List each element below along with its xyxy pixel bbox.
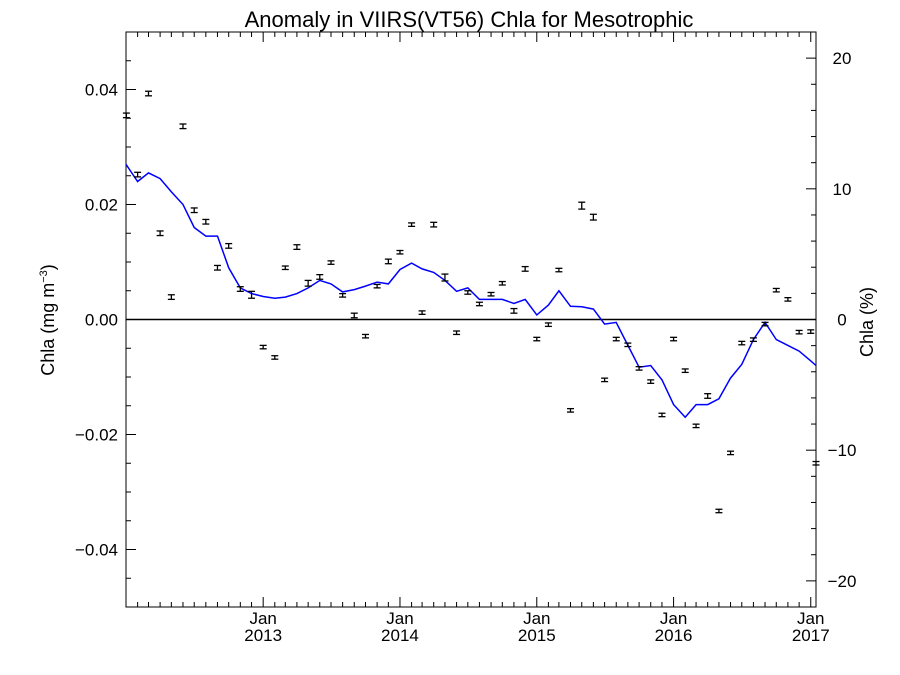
- y-tick-label-left: 0.04: [85, 81, 118, 100]
- y-axis-label-right: Chla (%): [857, 287, 877, 357]
- data-point: [293, 244, 301, 251]
- data-point: [715, 508, 723, 514]
- y-tick-label-left: −0.02: [75, 426, 118, 445]
- y-tick-label-right: 20: [833, 49, 852, 68]
- data-point: [704, 393, 712, 399]
- data-point: [578, 201, 586, 210]
- anomaly-series-line: [125, 163, 817, 419]
- data-point: [122, 112, 130, 119]
- data-point: [727, 450, 735, 456]
- data-point: [612, 336, 620, 342]
- data-point: [555, 267, 563, 273]
- y-label-left-suffix: ): [38, 264, 58, 270]
- data-point: [327, 260, 335, 265]
- x-tick-label-month: Jan: [386, 609, 413, 628]
- data-point: [681, 368, 689, 374]
- data-point: [144, 90, 152, 97]
- data-point: [167, 294, 175, 301]
- data-point: [761, 321, 769, 327]
- data-point: [807, 329, 815, 334]
- data-point: [430, 221, 438, 228]
- data-point: [396, 249, 404, 255]
- data-point: [202, 218, 210, 225]
- data-point: [692, 423, 700, 429]
- data-point: [271, 355, 279, 360]
- data-point: [738, 340, 746, 346]
- data-point: [544, 322, 552, 328]
- data-point: [384, 258, 392, 265]
- data-point: [134, 171, 142, 178]
- data-point: [418, 310, 426, 315]
- y-axis-label-left: Chla (mg m−3): [38, 264, 58, 376]
- data-point: [658, 412, 666, 418]
- x-tick-label-month: Jan: [249, 609, 276, 628]
- y-tick-label-right: −10: [828, 441, 857, 460]
- data-point: [213, 264, 221, 271]
- y-label-left-superscript: −3: [38, 270, 50, 283]
- data-point: [567, 407, 575, 413]
- data-point: [281, 265, 289, 271]
- data-point: [749, 337, 757, 343]
- data-point: [316, 273, 324, 280]
- x-tick-label-year: 2015: [518, 626, 556, 645]
- data-point: [795, 329, 803, 335]
- data-point: [361, 333, 369, 339]
- data-point: [670, 336, 678, 342]
- data-point: [624, 342, 632, 348]
- y-label-left-text: Chla (mg m: [38, 283, 58, 376]
- data-point: [156, 230, 164, 237]
- data-point: [498, 280, 506, 286]
- data-point: [350, 312, 358, 319]
- x-tick-label-year: 2014: [381, 626, 419, 645]
- data-point: [259, 344, 267, 350]
- y-ticks-left: 0.04 0.02 0.00 −0.02 −0.04: [75, 31, 136, 608]
- anomaly-points: [122, 90, 820, 514]
- x-tick-label-month: Jan: [797, 609, 824, 628]
- data-point: [601, 377, 609, 383]
- data-point: [772, 287, 780, 293]
- data-point: [784, 296, 792, 302]
- data-point: [408, 222, 416, 228]
- y-tick-label-right: 0: [837, 311, 846, 330]
- x-tick-label-month: Jan: [523, 609, 550, 628]
- data-point: [510, 307, 518, 314]
- data-point: [533, 336, 541, 342]
- data-point: [453, 330, 461, 336]
- x-tick-label-month: Jan: [660, 609, 687, 628]
- data-point: [179, 123, 187, 130]
- data-point: [339, 292, 347, 298]
- x-tick-label-year: 2016: [655, 626, 693, 645]
- x-tick-label-year: 2017: [792, 626, 830, 645]
- data-point: [812, 460, 820, 466]
- data-point: [475, 301, 483, 307]
- x-tick-label-year: 2013: [244, 626, 282, 645]
- y-tick-label-left: 0.00: [85, 311, 118, 330]
- data-point: [487, 291, 495, 297]
- data-point: [441, 273, 449, 282]
- data-point: [373, 283, 381, 289]
- chart-title: Anomaly in VIIRS(VT56) Chla for Mesotrop…: [245, 7, 694, 32]
- data-point: [589, 213, 597, 221]
- data-point: [521, 265, 529, 272]
- data-point: [236, 286, 244, 292]
- data-point: [304, 279, 312, 287]
- data-point: [635, 365, 643, 371]
- data-point: [464, 290, 472, 295]
- data-point: [190, 207, 198, 214]
- y-ticks-right: 20 10 0 −10 −20: [806, 49, 856, 591]
- data-point: [248, 290, 256, 299]
- y-tick-label-left: 0.02: [85, 196, 118, 215]
- y-tick-label-left: −0.04: [75, 541, 118, 560]
- data-point: [225, 242, 233, 249]
- y-tick-label-right: −20: [828, 572, 857, 591]
- y-tick-label-right: 10: [833, 180, 852, 199]
- data-point: [647, 379, 655, 384]
